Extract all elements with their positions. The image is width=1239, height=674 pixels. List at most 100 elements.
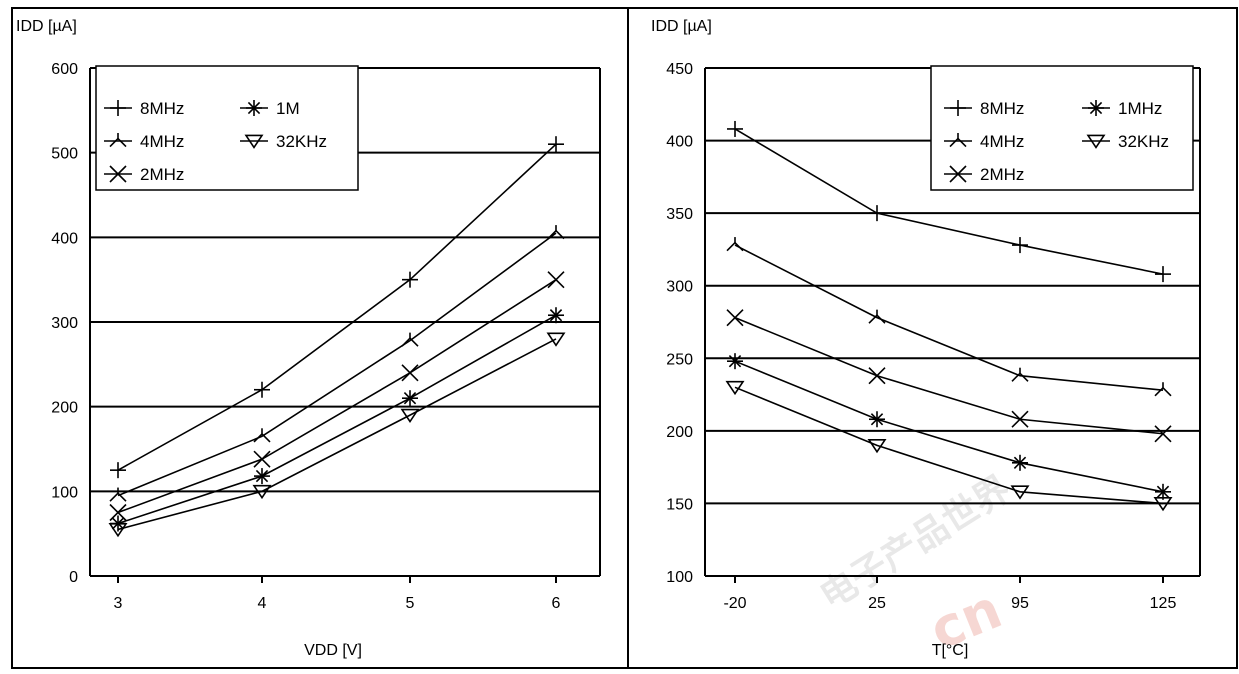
- data-point-32KHz: [252, 484, 272, 500]
- legend-label: 2MHz: [980, 165, 1024, 184]
- data-point-2MHz: [401, 364, 419, 382]
- y-tick-label: 450: [666, 61, 693, 78]
- legend: 8MHz 4MHz 2MHz 1MHz 32KHz: [930, 65, 1194, 191]
- legend-marker: [950, 100, 966, 116]
- legend-entry-8MHz: 8MHz: [944, 99, 1024, 118]
- legend-entry-32KHz: 32KHz: [240, 132, 327, 151]
- legend-entry-4MHz: 4MHz: [944, 132, 1024, 151]
- legend-entry-32KHz: 32KHz: [1082, 132, 1169, 151]
- legend-label: 4MHz: [140, 132, 184, 151]
- legend-marker: [244, 134, 264, 149]
- series-line-4MHz: [734, 244, 1164, 392]
- data-point-1MHz: [727, 353, 743, 370]
- x-tick-labels: -20 25 95 125: [723, 576, 1176, 612]
- data-point-32KHz: [108, 523, 128, 538]
- data-point-4MHz: [726, 237, 744, 252]
- legend-marker: [109, 165, 127, 183]
- legend-marker: [1088, 100, 1104, 116]
- data-point-2MHz: [726, 309, 744, 327]
- y-tick-labels: 100 150 200 250 300 350 400 450: [666, 61, 693, 586]
- data-point-8MHz: [110, 462, 126, 479]
- series-line-8MHz: [734, 128, 1164, 275]
- data-point-2MHz: [1154, 425, 1172, 443]
- data-point-8MHz: [254, 381, 270, 398]
- x-tick-label: 125: [1150, 595, 1177, 612]
- legend-label: 4MHz: [980, 132, 1024, 151]
- data-point-8MHz: [1155, 266, 1171, 283]
- data-point-2MHz: [868, 367, 886, 385]
- plot-area: [108, 136, 566, 538]
- series-line-4MHz: [117, 232, 557, 497]
- legend-label: 8MHz: [980, 99, 1024, 118]
- legend-entry-2MHz: 2MHz: [104, 165, 184, 184]
- legend-entry-2MHz: 2MHz: [944, 165, 1024, 184]
- x-tick-labels: 3 4 5 6: [114, 576, 561, 612]
- y-tick-label: 300: [51, 315, 78, 332]
- data-point-1M: [254, 468, 270, 485]
- legend-label: 32KHz: [1118, 132, 1169, 151]
- y-tick-label: 200: [51, 400, 78, 417]
- data-point-4MHz: [547, 225, 565, 240]
- legend-marker: [246, 100, 262, 116]
- legend-label: 1M: [276, 99, 300, 118]
- legend-marker: [1086, 134, 1106, 149]
- series-line-2MHz: [734, 316, 1164, 435]
- data-point-32KHz: [546, 332, 566, 347]
- data-point-4MHz: [401, 332, 419, 347]
- legend-entry-8MHz: 8MHz: [104, 99, 184, 118]
- gridlines: [704, 67, 1201, 577]
- y-tick-label: 200: [666, 424, 693, 441]
- x-tick-label: 3: [114, 595, 123, 612]
- data-point-32KHz: [1010, 485, 1030, 500]
- data-point-8MHz: [869, 205, 885, 222]
- y-tick-label: 300: [666, 279, 693, 296]
- data-point-4MHz: [1011, 367, 1029, 382]
- legend-entry-4MHz: 4MHz: [104, 132, 184, 151]
- legend-label: 1MHz: [1118, 99, 1162, 118]
- x-tick-label: 4: [258, 595, 267, 612]
- x-axis-title: T[°C]: [932, 642, 969, 659]
- legend-box: [930, 65, 1194, 191]
- data-point-4MHz: [253, 428, 271, 443]
- series-line-8MHz: [117, 143, 557, 471]
- x-tick-label: 95: [1011, 595, 1029, 612]
- x-tick-label: 6: [552, 595, 561, 612]
- legend-label: 8MHz: [140, 99, 184, 118]
- legend-entry-1M: 1M: [240, 99, 300, 118]
- data-point-2MHz: [1011, 410, 1029, 428]
- right-panel-frame: [627, 7, 1238, 669]
- data-point-2MHz: [547, 271, 565, 289]
- plot-area: [725, 120, 1173, 512]
- data-point-4MHz: [109, 487, 127, 502]
- series-line-1M: [117, 314, 557, 525]
- y-tick-label: 100: [666, 569, 693, 586]
- y-tick-labels: 0 100 200 300 400 500 600: [51, 61, 78, 586]
- data-point-8MHz: [1012, 237, 1028, 254]
- legend-marker: [110, 100, 126, 116]
- legend: 8MHz 4MHz 2MHz 1M 32KHz: [95, 65, 359, 191]
- y-axis-title: IDD [µA]: [16, 18, 77, 35]
- data-point-2MHz: [253, 450, 271, 468]
- data-point-32KHz: [400, 408, 420, 423]
- data-point-8MHz: [727, 120, 743, 137]
- x-tick-label: 25: [868, 595, 886, 612]
- y-axis-title: IDD [µA]: [651, 18, 712, 35]
- legend-marker: [949, 133, 967, 148]
- legend-marker: [949, 165, 967, 183]
- x-tick-label: -20: [723, 595, 746, 612]
- y-tick-label: 400: [51, 230, 78, 247]
- data-point-32KHz: [867, 438, 887, 454]
- watermark: 电子产品世界 cn: [813, 468, 1018, 662]
- data-point-4MHz: [868, 309, 886, 324]
- x-tick-label: 5: [406, 595, 415, 612]
- x-axis-title: VDD [V]: [304, 642, 362, 659]
- data-point-32KHz: [725, 380, 745, 396]
- series-line-32KHz: [117, 338, 557, 531]
- legend-marker: [109, 133, 127, 148]
- series-line-1MHz: [734, 360, 1164, 493]
- legend-entry-1MHz: 1MHz: [1082, 99, 1162, 118]
- y-tick-label: 350: [666, 206, 693, 223]
- legend-label: 2MHz: [140, 165, 184, 184]
